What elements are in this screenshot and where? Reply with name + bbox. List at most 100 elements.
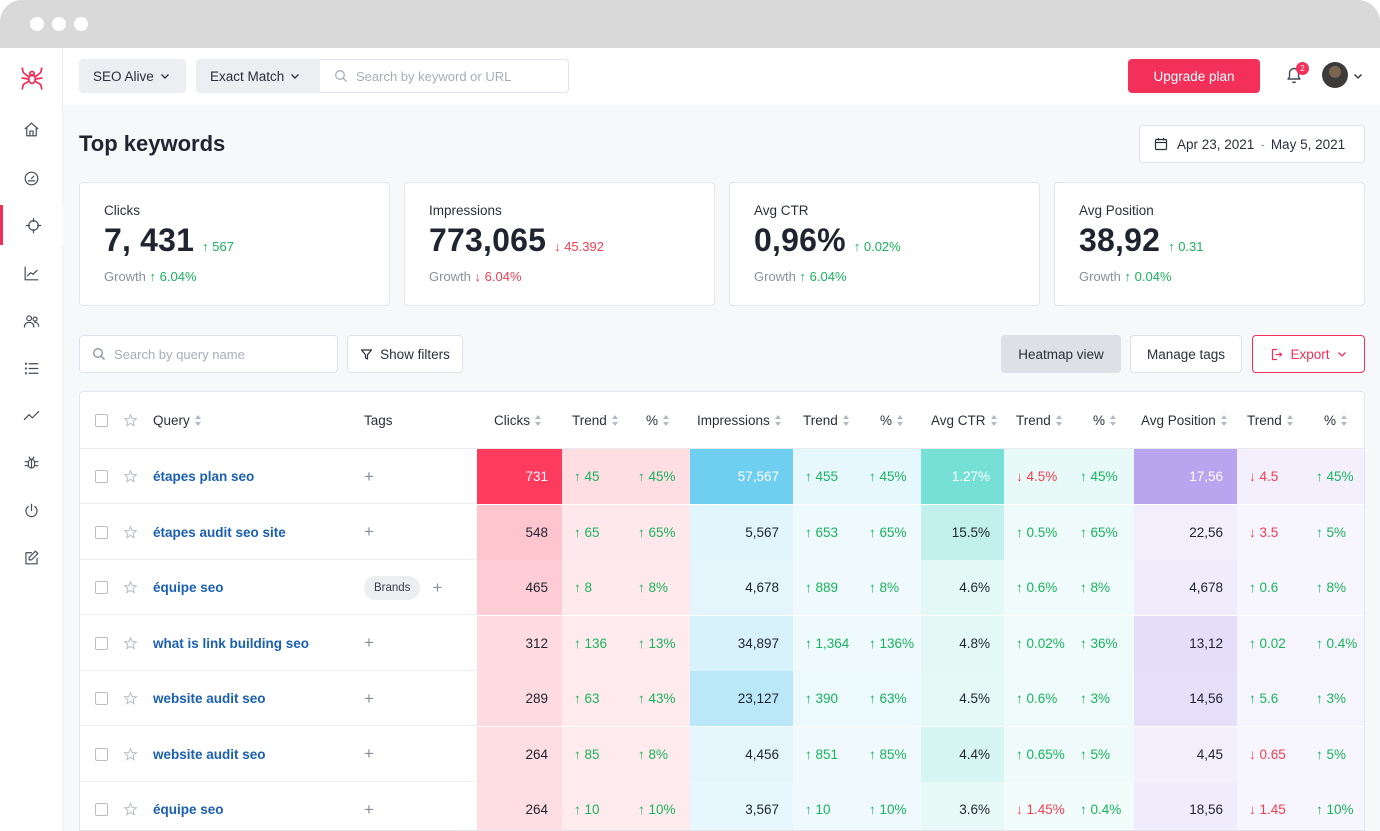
star-icon[interactable] [123, 469, 138, 484]
row-checkbox[interactable] [95, 581, 108, 594]
table-row[interactable]: what is link building seo +312 ↑ 136 ↑ 13% 3… [80, 615, 1364, 671]
window-minimize-dot[interactable] [52, 17, 66, 31]
avatar[interactable] [1322, 62, 1348, 88]
heatmap-view-button[interactable]: Heatmap view [1001, 335, 1121, 373]
column-header-clicks-pct[interactable]: % [646, 392, 670, 449]
table-row[interactable]: étapes audit seo site +548 ↑ 65 ↑ 65% 5,567 ↑… [80, 504, 1364, 560]
star-icon[interactable] [123, 746, 138, 762]
add-tag-icon[interactable]: + [364, 522, 374, 541]
sort-icon [842, 415, 850, 426]
query-link[interactable]: website audit seo [153, 746, 266, 762]
star-icon[interactable] [123, 635, 138, 651]
show-filters-button[interactable]: Show filters [347, 335, 463, 373]
spider-logo-icon[interactable] [0, 58, 63, 98]
manage-tags-button[interactable]: Manage tags [1130, 335, 1242, 373]
trending-icon[interactable] [0, 395, 63, 435]
table-row[interactable]: website audit seo +289 ↑ 63 ↑ 43% 23,127 ↑ 39… [80, 671, 1364, 726]
tag-chip[interactable]: Brands [364, 575, 421, 600]
list-icon[interactable] [0, 348, 63, 388]
star-icon[interactable] [123, 802, 138, 817]
row-checkbox[interactable] [95, 636, 108, 650]
kpi-growth-label: Growth [1079, 269, 1121, 284]
keywords-target-icon[interactable] [0, 205, 63, 245]
upgrade-plan-button[interactable]: Upgrade plan [1128, 59, 1260, 93]
query-link[interactable]: what is link building seo [153, 635, 310, 651]
position-pct: ↑ 8% [1316, 580, 1347, 595]
keyword-search-input[interactable] [356, 68, 556, 84]
query-search-box [79, 335, 338, 373]
clicks-trend: ↑ 65 [574, 524, 600, 540]
home-icon[interactable] [0, 109, 63, 149]
row-checkbox[interactable] [95, 692, 108, 705]
column-header-impressions-pct[interactable]: % [880, 392, 904, 449]
project-dropdown[interactable]: SEO Alive [79, 59, 186, 93]
export-button[interactable]: Export [1252, 335, 1365, 373]
star-icon[interactable] [123, 580, 138, 595]
bug-icon[interactable] [0, 442, 63, 482]
column-header-query[interactable]: Query [153, 392, 202, 449]
table-row[interactable]: étapes plan seo +731 ↑ 45 ↑ 45% 57,567 ↑ 455 ↑… [80, 449, 1364, 504]
position-value: 17,56 [1134, 449, 1237, 504]
dashboard-gauge-icon[interactable] [0, 158, 63, 198]
column-header-position-trend[interactable]: Trend [1247, 392, 1294, 449]
kpi-growth-value: ↑ 6.04% [149, 269, 197, 284]
add-tag-icon[interactable]: + [364, 688, 374, 708]
add-tag-icon[interactable]: + [364, 744, 374, 763]
query-link[interactable]: étapes audit seo site [153, 524, 286, 540]
line-chart-icon[interactable] [0, 253, 63, 293]
column-header-impressions-trend[interactable]: Trend [803, 392, 850, 449]
impressions-pct: ↑ 85% [869, 746, 907, 762]
search-icon [335, 70, 347, 82]
date-range-picker[interactable]: Apr 23, 2021 - May 5, 2021 [1139, 125, 1365, 163]
query-link[interactable]: équipe seo [153, 580, 224, 595]
users-icon[interactable] [0, 301, 63, 341]
position-trend: ↓ 4.5 [1249, 469, 1279, 484]
date-end: May 5, 2021 [1270, 136, 1346, 152]
chevron-down-icon [160, 74, 169, 79]
select-all-checkbox[interactable] [95, 414, 108, 427]
table-row[interactable]: équipe seo Brands +465 ↑ 8 ↑ 8% 4,678 ↑ 889 ↑ 8… [80, 560, 1364, 615]
query-link[interactable]: étapes plan seo [153, 469, 255, 484]
table-row[interactable]: équipe seo +264 ↑ 10 ↑ 10% 3,567 ↑ 10 ↑ 10% 3.6… [80, 782, 1364, 830]
column-header-impressions[interactable]: Impressions [697, 392, 782, 449]
ctr-trend: ↑ 0.6% [1016, 580, 1058, 595]
clicks-trend: ↑ 63 [574, 691, 600, 706]
column-header-clicks[interactable]: Clicks [494, 392, 542, 449]
query-link[interactable]: website audit seo [153, 691, 266, 706]
column-header-position-pct[interactable]: % [1324, 392, 1348, 449]
star-icon[interactable] [123, 691, 138, 706]
column-header-clicks-trend[interactable]: Trend [572, 392, 619, 449]
power-timer-icon[interactable] [0, 490, 63, 530]
column-header-avg-ctr[interactable]: Avg CTR [931, 392, 998, 449]
row-checkbox[interactable] [95, 803, 108, 816]
query-search-input[interactable] [114, 346, 314, 362]
table-row[interactable]: website audit seo +264 ↑ 85 ↑ 8% 4,456 ↑ 851 ↑… [80, 726, 1364, 782]
kpi-delta: ↑ 0.02% [853, 239, 901, 254]
position-pct: ↑ 10% [1316, 802, 1354, 817]
row-checkbox[interactable] [95, 470, 108, 483]
query-link[interactable]: équipe seo [153, 802, 224, 817]
impressions-trend: ↑ 653 [805, 524, 839, 540]
add-tag-icon[interactable]: + [432, 577, 443, 597]
column-header-ctr-pct[interactable]: % [1093, 392, 1117, 449]
impressions-trend: ↑ 851 [805, 746, 839, 762]
edit-note-icon[interactable] [0, 537, 63, 577]
kpi-value: 38,92 [1079, 222, 1161, 258]
window-close-dot[interactable] [30, 17, 44, 31]
window-maximize-dot[interactable] [74, 17, 88, 31]
bell-icon[interactable] [1283, 64, 1305, 86]
add-tag-icon[interactable]: + [364, 633, 374, 652]
column-header-avg-position[interactable]: Avg Position [1141, 392, 1228, 449]
row-checkbox[interactable] [95, 747, 108, 761]
chevron-down-icon[interactable] [1353, 71, 1363, 81]
sort-icon [611, 415, 619, 426]
row-checkbox[interactable] [95, 525, 108, 539]
add-tag-icon[interactable]: + [364, 799, 374, 819]
add-tag-icon[interactable]: + [364, 466, 374, 486]
match-type-dropdown[interactable]: Exact Match [196, 59, 320, 93]
column-header-ctr-trend[interactable]: Trend [1016, 392, 1063, 449]
tags-cell: + [364, 671, 374, 726]
star-icon[interactable] [123, 524, 138, 540]
position-trend: ↑ 0.6 [1249, 580, 1279, 595]
